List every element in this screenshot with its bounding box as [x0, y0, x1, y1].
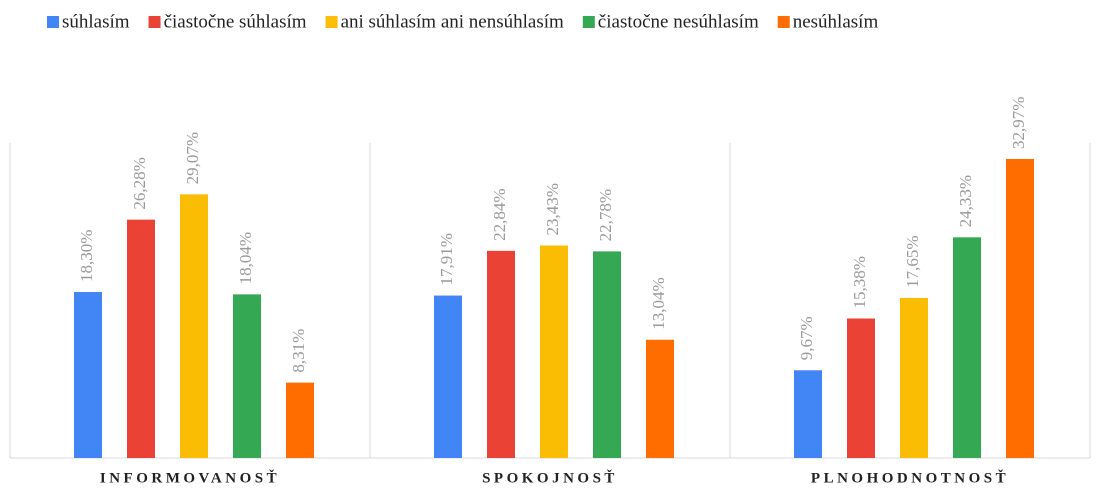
value-label: 22,78%: [596, 189, 615, 241]
value-label: 32,97%: [1009, 97, 1028, 149]
legend-label: ani súhlasím ani nensúhlasím: [341, 11, 564, 32]
bar: [593, 251, 621, 458]
legend-swatch: [325, 16, 338, 28]
bar: [434, 295, 462, 458]
value-label: 24,33%: [956, 175, 975, 227]
value-label: 22,84%: [490, 188, 509, 240]
bar: [180, 194, 208, 459]
value-label: 18,04%: [236, 232, 255, 284]
bar: [487, 250, 515, 458]
value-label: 26,28%: [130, 157, 149, 209]
bar: [286, 382, 314, 458]
value-label: 8,31%: [289, 329, 308, 373]
value-label: 17,91%: [437, 233, 456, 285]
value-label: 17,65%: [903, 235, 922, 287]
legend-label: čiastočne súhlasím: [164, 11, 307, 32]
value-label: 15,38%: [850, 256, 869, 308]
bar: [847, 318, 875, 458]
value-label: 13,04%: [649, 277, 668, 329]
bar: [1006, 158, 1034, 458]
legend-swatch: [777, 16, 790, 28]
value-label: 23,43%: [543, 183, 562, 235]
legend-label: nesúhlasím: [793, 11, 879, 32]
legend-swatch: [148, 16, 161, 28]
bar: [900, 297, 928, 458]
x-tick-label: INFORMOVANOSŤ: [100, 469, 280, 486]
value-label: 9,67%: [797, 316, 816, 360]
bar: [233, 294, 261, 458]
bar: [953, 237, 981, 458]
legend-swatch: [582, 16, 595, 28]
value-label: 29,07%: [183, 132, 202, 184]
value-label: 18,30%: [77, 230, 96, 282]
legend-label: súhlasím: [62, 11, 130, 32]
x-tick-label: SPOKOJNOSŤ: [482, 469, 618, 486]
bar: [794, 370, 822, 458]
bar: [646, 339, 674, 458]
legend-swatch: [47, 16, 59, 28]
x-tick-label: PLNOHODNOTNOSŤ: [811, 469, 1009, 486]
legend-label: čiastočne nesúhlasím: [598, 11, 759, 32]
bar: [74, 292, 102, 458]
bar: [127, 219, 155, 458]
bar: [540, 245, 568, 458]
